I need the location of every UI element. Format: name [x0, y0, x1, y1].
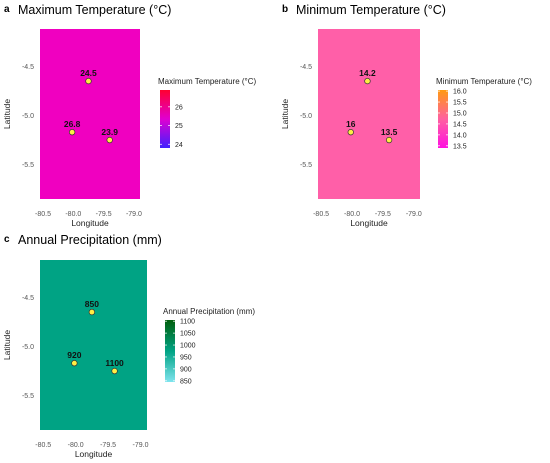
data-label: 1100 — [105, 358, 124, 368]
data-point — [71, 360, 78, 367]
legend-tick-label: 15.0 — [453, 110, 467, 117]
y-tick-label: -5.5 — [22, 162, 34, 169]
y-tick-label: -5.0 — [22, 113, 34, 120]
y-tick-label: -5.5 — [300, 162, 312, 169]
data-label: 26.8 — [64, 119, 81, 129]
chart-title: Minimum Temperature (°C) — [296, 3, 446, 17]
chart-title: Annual Precipitation (mm) — [18, 233, 162, 247]
data-point — [85, 77, 92, 85]
raster-fill — [318, 29, 420, 199]
legend-tick-label: 850 — [180, 378, 192, 385]
data-label: 920 — [67, 350, 81, 360]
legend-colorbar — [160, 90, 170, 148]
y-tick-label: -4.5 — [300, 64, 312, 71]
y-tick-label: -5.5 — [22, 393, 34, 400]
x-tick-label: -80.0 — [344, 211, 360, 218]
legend-tick-label: 26 — [175, 104, 183, 111]
data-label: 13.5 — [381, 127, 398, 137]
raster-fill — [40, 260, 147, 430]
legend-tick-label: 15.5 — [453, 100, 467, 107]
y-tick-label: -4.5 — [22, 64, 34, 71]
x-tick-label: -80.0 — [65, 211, 81, 218]
x-tick-label: -79.5 — [100, 442, 116, 449]
legend-tick-label: 24 — [175, 142, 183, 149]
data-point — [68, 129, 76, 136]
data-point — [364, 77, 371, 85]
data-point — [347, 129, 354, 136]
legend-colorbar — [165, 320, 175, 382]
data-label: 24.5 — [80, 68, 97, 78]
raster-fill — [40, 29, 140, 199]
data-point — [106, 136, 113, 144]
x-axis-label: Longitude — [75, 449, 113, 459]
data-label: 14.2 — [359, 68, 376, 78]
legend-tick-label: 900 — [180, 366, 192, 373]
legend-tick-label: 16.0 — [453, 89, 467, 96]
data-point — [385, 136, 393, 144]
legend-tick-label: 1100 — [180, 319, 195, 326]
x-axis-label: Longitude — [71, 218, 109, 228]
x-tick-label: -79.5 — [375, 211, 391, 218]
y-axis-label: Latitude — [280, 99, 290, 130]
data-label: 850 — [85, 299, 99, 309]
panel-tag: a — [4, 4, 10, 15]
legend-tick-label: 14.0 — [453, 132, 467, 139]
panel-tag: b — [282, 4, 288, 15]
legend-tick-label: 14.5 — [453, 121, 467, 128]
x-tick-label: -80.5 — [35, 442, 51, 449]
x-tick-label: -79.0 — [133, 442, 149, 449]
legend-tick-label: 13.5 — [453, 143, 467, 150]
x-tick-label: -79.5 — [96, 211, 112, 218]
x-tick-label: -80.5 — [35, 211, 51, 218]
data-label: 23.9 — [101, 127, 118, 137]
x-tick-label: -79.0 — [126, 211, 142, 218]
data-label: 16 — [346, 119, 356, 129]
legend-title: Maximum Temperature (°C) — [158, 77, 257, 86]
legend-title: Annual Precipitation (mm) — [163, 307, 255, 316]
chart-title: Maximum Temperature (°C) — [18, 3, 171, 17]
legend-title: Minimum Temperature (°C) — [436, 77, 532, 86]
x-axis-label: Longitude — [350, 218, 388, 228]
data-point — [111, 367, 118, 375]
y-tick-label: -5.0 — [300, 113, 312, 120]
data-point — [88, 308, 96, 316]
legend-tick-label: 1000 — [180, 343, 196, 350]
legend-colorbar — [438, 90, 448, 148]
legend-tick-label: 1050 — [180, 331, 196, 338]
y-tick-label: -4.5 — [22, 295, 34, 302]
x-tick-label: -80.0 — [68, 442, 84, 449]
legend-tick-label: 950 — [180, 354, 192, 361]
x-tick-label: -80.5 — [313, 211, 329, 218]
legend-tick-label: 25 — [175, 123, 183, 130]
y-tick-label: -5.0 — [22, 344, 34, 351]
y-axis-label: Latitude — [2, 330, 12, 361]
y-axis-label: Latitude — [2, 99, 12, 130]
x-tick-label: -79.0 — [406, 211, 422, 218]
panel-tag: c — [4, 234, 10, 245]
